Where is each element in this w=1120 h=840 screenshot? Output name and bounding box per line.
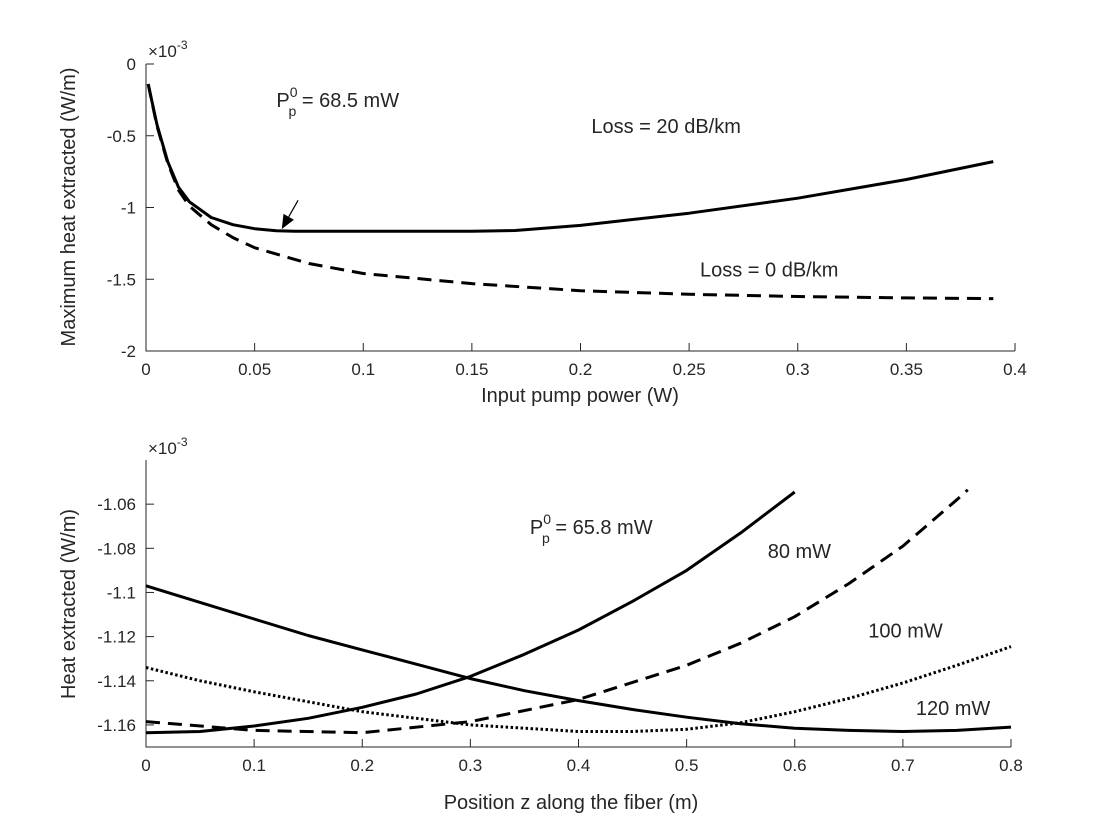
bottom-y-tick-label: -1.08 (97, 539, 136, 558)
top-x-tick-label: 0.1 (351, 360, 375, 379)
bottom-x-tick-label: 0.1 (242, 756, 266, 775)
bottom-axes-frame (145, 460, 1011, 748)
annotation-arrow-head (281, 213, 294, 230)
top-y-tick-label: 0 (127, 55, 136, 74)
bottom-x-tick-label: 0.2 (350, 756, 374, 775)
bottom-x-tick-label: 0.8 (999, 756, 1023, 775)
top-x-tick-label: 0.2 (569, 360, 593, 379)
top-series-loss-20-db-km (146, 83, 994, 233)
top-x-tick-label: 0.35 (890, 360, 923, 379)
bottom-x-axis-label: Position z along the fiber (m) (444, 792, 699, 814)
top-x-tick-label: 0.3 (786, 360, 810, 379)
annotation-100mw: 100 mW (868, 621, 943, 643)
top-y-tick-label: -2 (121, 342, 136, 361)
bottom-y-axis-label: Heat extracted (W/m) (58, 509, 80, 699)
bottom-y-tick-label: -1.12 (97, 628, 136, 647)
annotation-pump-power: P0 p = 68.5 mW (276, 84, 399, 119)
top-y-axis-label: Maximum heat extracted (W/m) (58, 68, 80, 347)
top-x-axis-label: Input pump power (W) (481, 385, 679, 407)
top-y-tick-label: -1.5 (107, 270, 136, 289)
bottom-x-tick-label: 0 (141, 756, 150, 775)
bottom-y-tick-label: -1.14 (97, 672, 136, 691)
top-y-tick-label: -1 (121, 199, 136, 218)
bottom-y-ticks: -1.06 -1.08 -1.1 -1.12 -1.14 -1.16 (97, 495, 154, 735)
bottom-series (145, 488, 1012, 735)
bottom-y-tick-label: -1.1 (107, 583, 136, 602)
top-x-tick-label: 0.05 (238, 360, 271, 379)
annotation-80mw: 80 mW (768, 541, 831, 563)
annotation-120mw: 120 mW (916, 698, 991, 720)
bottom-series-80-mw (145, 488, 969, 735)
annotation-loss-0: Loss = 0 dB/km (700, 259, 838, 281)
annotation-pump-power-65: P0 p = 65.8 mW (530, 511, 653, 546)
bottom-x-tick-label: 0.4 (567, 756, 591, 775)
top-series-loss-0-db-km (146, 83, 994, 301)
bottom-y-tick-label: -1.06 (97, 495, 136, 514)
top-x-tick-label: 0.4 (1003, 360, 1027, 379)
bottom-series-100-mw (145, 645, 1012, 733)
top-chart: 0 0.05 0.1 0.15 0.2 0.25 0.3 0.35 0.4 0 -0.5 -1 -1.… (58, 38, 1027, 407)
bottom-y-tick-label: -1.16 (97, 716, 136, 735)
top-x-tick-label: 0.25 (673, 360, 706, 379)
top-x-tick-label: 0 (141, 360, 150, 379)
top-series (146, 83, 994, 301)
annotation-arrow (288, 200, 299, 218)
annotation-loss-20: Loss = 20 dB/km (591, 116, 741, 138)
bottom-x-tick-label: 0.6 (783, 756, 807, 775)
bottom-x-tick-label: 0.5 (675, 756, 699, 775)
top-y-ticks: 0 -0.5 -1 -1.5 -2 (107, 55, 154, 361)
top-exponent-label: ×10-3 (148, 38, 188, 61)
bottom-x-ticks: 0 0.1 0.2 0.3 0.4 0.5 0.6 0.7 0.8 (141, 739, 1023, 775)
bottom-series-120-mw (145, 584, 1012, 733)
bottom-exponent-label: ×10-3 (148, 435, 188, 458)
bottom-series-65-8-mw (145, 490, 796, 735)
bottom-chart: 0 0.1 0.2 0.3 0.4 0.5 0.6 0.7 0.8 -1.06 -1.08 -1.1… (58, 435, 1023, 814)
top-y-tick-label: -0.5 (107, 127, 136, 146)
top-x-ticks: 0 0.05 0.1 0.15 0.2 0.25 0.3 0.35 0.4 (141, 343, 1027, 379)
top-x-tick-label: 0.15 (455, 360, 488, 379)
bottom-x-tick-label: 0.7 (891, 756, 915, 775)
bottom-x-tick-label: 0.3 (459, 756, 483, 775)
